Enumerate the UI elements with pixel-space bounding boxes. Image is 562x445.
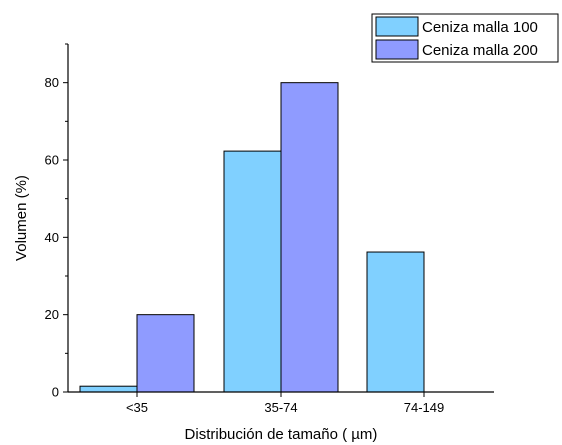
y-tick-label: 20: [45, 307, 59, 322]
y-ticks-group: 0 20 40 60 80: [45, 43, 68, 400]
y-tick-label: 80: [45, 75, 59, 90]
bar-2-2: [280, 82, 339, 393]
bar-1-2: [223, 150, 282, 393]
x-tick-label: 74-149: [404, 400, 444, 415]
y-tick-label: 0: [52, 385, 59, 400]
bar-2-1: [136, 314, 195, 393]
x-axis-title: Distribución de tamaño ( µm): [185, 426, 378, 443]
legend-label-series-2: Ceniza malla 200: [422, 42, 538, 59]
legend-swatch-series-1: [375, 16, 419, 37]
y-tick-label: 40: [45, 230, 59, 245]
bar-1-1: [79, 385, 138, 393]
legend-label-series-1: Ceniza malla 100: [422, 19, 538, 36]
bars-group: [79, 82, 425, 393]
legend-swatch-series-2: [375, 39, 419, 60]
x-tick-label: 35-74: [264, 400, 297, 415]
x-ticks-group: <35 35-74 74-149: [126, 392, 444, 415]
y-axis-title: Volumen (%): [13, 175, 30, 261]
x-tick-label: <35: [126, 400, 148, 415]
bar-1-3: [366, 251, 425, 393]
legend: Ceniza malla 100 Ceniza malla 200: [371, 13, 559, 63]
y-tick-label: 60: [45, 153, 59, 168]
